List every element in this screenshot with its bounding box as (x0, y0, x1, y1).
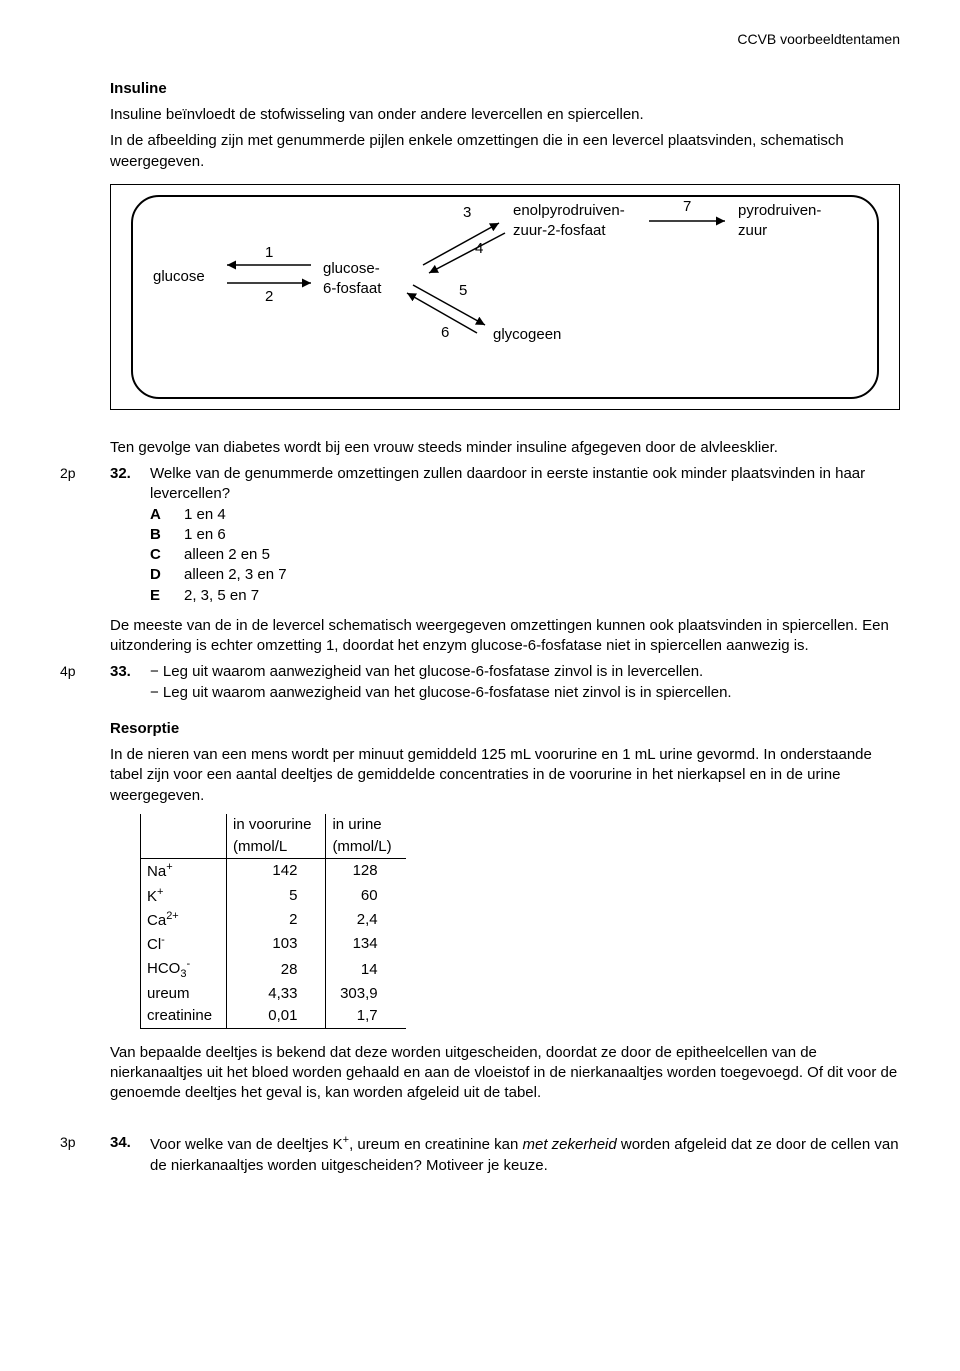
table-row: HCO3-2814 (141, 956, 406, 983)
q34-text: Voor welke van de deeltjes K+, ureum en … (150, 1133, 900, 1176)
insuline-p1: Insuline beïnvloedt de stofwisseling van… (110, 105, 900, 125)
q32-after: De meeste van de in de levercel schemati… (110, 616, 900, 657)
arrows-3-4 (403, 215, 513, 275)
q33-points: 4p (60, 662, 110, 681)
table-row: Ca2+22,4 (141, 908, 406, 932)
table-row: Cl-103134 (141, 932, 406, 956)
label-glucose6p: glucose- 6-fosfaat (323, 259, 381, 300)
num-3: 3 (463, 203, 471, 223)
label-glycogeen: glycogeen (493, 325, 561, 345)
q32-opt-d: Dalleen 2, 3 en 7 (150, 565, 900, 585)
q32-opt-c-text: alleen 2 en 5 (184, 545, 900, 565)
question-33: 4p 33. − Leg uit waarom aanwezigheid van… (60, 662, 900, 703)
diagram-cell: glucose glucose- 6-fosfaat enolpyrodruiv… (131, 195, 879, 399)
arrows-5-6 (401, 279, 501, 339)
q32-opt-b: B1 en 6 (150, 525, 900, 545)
th-urine-1: in urine (332, 816, 381, 833)
q32-number: 32. (110, 464, 150, 484)
q33-line1: − Leg uit waarom aanwezigheid van het gl… (150, 662, 900, 682)
q32-opt-a: A1 en 4 (150, 505, 900, 525)
num-2: 2 (265, 287, 273, 307)
num-4: 4 (475, 239, 483, 259)
q32-stem: Welke van de genummerde omzettingen zull… (150, 464, 900, 505)
table-row: Na+142128 (141, 859, 406, 884)
th-voorurine-1: in voorurine (233, 816, 311, 833)
question-34: 3p 34. Voor welke van de deeltjes K+, ur… (60, 1133, 900, 1176)
table-row: creatinine0,011,7 (141, 1005, 406, 1028)
section-insuline: Insuline Insuline beïnvloedt de stofwiss… (110, 79, 900, 172)
insuline-p2: In de afbeelding zijn met genummerde pij… (110, 131, 900, 172)
q32-opt-e-text: 2, 3, 5 en 7 (184, 586, 900, 606)
q32-opt-e: E2, 3, 5 en 7 (150, 586, 900, 606)
num-5: 5 (459, 281, 467, 301)
num-1: 1 (265, 243, 273, 263)
table-row: ureum4,33303,9 (141, 983, 406, 1005)
th-voorurine-2: (mmol/L (233, 838, 287, 855)
resorptie-p: In de nieren van een mens wordt per minu… (110, 745, 900, 806)
q32-opt-a-text: 1 en 4 (184, 505, 900, 525)
q32-opt-c: Calleen 2 en 5 (150, 545, 900, 565)
q34-points: 3p (60, 1133, 110, 1152)
table-row: K+560 (141, 884, 406, 908)
label-pyruvate: pyrodruiven- zuur (738, 201, 821, 242)
diagram-frame: glucose glucose- 6-fosfaat enolpyrodruiv… (110, 184, 900, 410)
resorptie-title: Resorptie (110, 720, 179, 737)
q34-number: 34. (110, 1133, 150, 1153)
q32-pretext: Ten gevolge van diabetes wordt bij een v… (110, 438, 900, 458)
q33-number: 33. (110, 662, 150, 682)
concentration-table: in voorurine in urine (mmol/L (mmol/L) N… (140, 814, 406, 1029)
label-enolpyruvate: enolpyrodruiven- zuur-2-fosfaat (513, 201, 625, 242)
page-header: CCVB voorbeeldtentamen (60, 30, 900, 49)
label-glucose: glucose (153, 267, 205, 287)
q32-opt-d-text: alleen 2, 3 en 7 (184, 565, 900, 585)
q32-opt-b-text: 1 en 6 (184, 525, 900, 545)
question-32: 2p 32. Welke van de genummerde omzetting… (60, 464, 900, 606)
q32-points: 2p (60, 464, 110, 483)
insuline-title: Insuline (110, 80, 167, 97)
table-after: Van bepaalde deeltjes is bekend dat deze… (110, 1043, 900, 1104)
num-6: 6 (441, 323, 449, 343)
num-7: 7 (683, 197, 691, 217)
th-urine-2: (mmol/L) (332, 838, 391, 855)
q33-line2: − Leg uit waarom aanwezigheid van het gl… (150, 683, 900, 703)
